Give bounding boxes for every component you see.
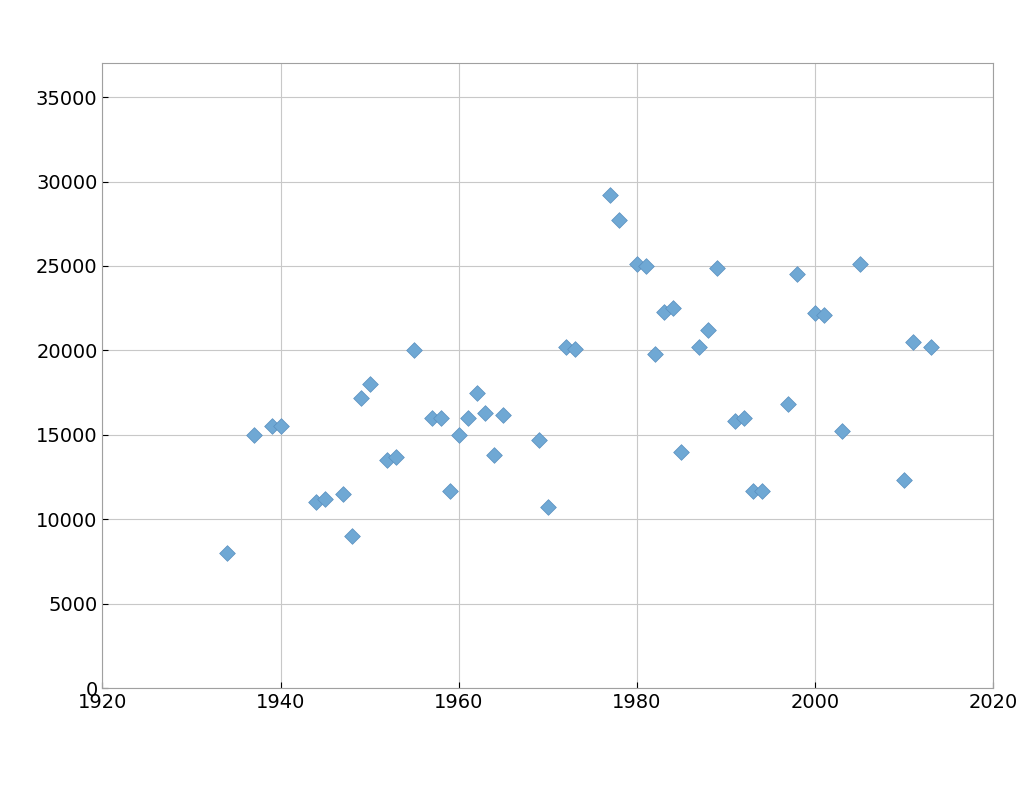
Point: [433, 411, 450, 424]
Point: [486, 448, 503, 461]
Point: [219, 547, 236, 559]
Point: [700, 324, 717, 336]
Point: [923, 341, 939, 354]
Point: [780, 398, 797, 411]
Point: [709, 261, 725, 274]
Point: [352, 392, 369, 404]
Point: [727, 415, 743, 428]
Point: [477, 407, 494, 419]
Point: [646, 347, 663, 360]
Point: [655, 305, 672, 318]
Point: [744, 484, 761, 497]
Point: [540, 501, 556, 514]
Point: [896, 474, 912, 486]
Point: [611, 214, 628, 227]
Point: [263, 420, 280, 433]
Point: [308, 496, 325, 509]
Point: [665, 302, 681, 315]
Point: [335, 487, 351, 500]
Point: [673, 445, 689, 458]
Point: [754, 484, 770, 497]
Point: [602, 189, 618, 202]
Point: [406, 344, 422, 357]
Point: [495, 408, 511, 421]
Point: [460, 411, 476, 424]
Point: [530, 433, 547, 446]
Point: [361, 378, 378, 391]
Point: [379, 454, 395, 467]
Point: [638, 259, 654, 272]
Point: [451, 429, 467, 441]
Point: [790, 268, 806, 281]
Point: [816, 308, 833, 321]
Point: [691, 341, 708, 354]
Point: [424, 411, 440, 424]
Point: [344, 530, 360, 543]
Point: [629, 258, 645, 271]
Point: [468, 386, 484, 399]
Point: [272, 420, 289, 433]
Point: [316, 493, 333, 505]
Point: [735, 411, 752, 424]
Point: [566, 343, 583, 355]
Point: [905, 335, 922, 348]
Point: [441, 484, 458, 497]
Point: [807, 307, 823, 320]
Point: [246, 429, 262, 441]
Point: [834, 425, 850, 437]
Point: [852, 258, 868, 271]
Point: [557, 341, 573, 354]
Point: [388, 450, 404, 463]
